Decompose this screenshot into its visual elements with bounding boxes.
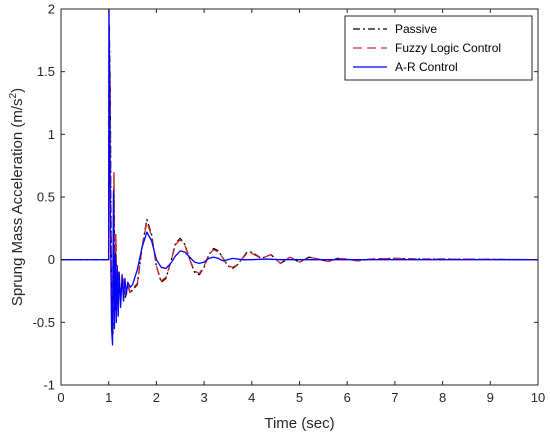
legend-label-2: Fuzzy Logic Control bbox=[395, 41, 501, 55]
y-axis-label-main: Sprung Mass Acceleration (m/s bbox=[9, 98, 26, 306]
x-tick-label: 8 bbox=[439, 390, 446, 405]
y-tick-label: -1 bbox=[43, 378, 55, 393]
y-axis-label: Sprung Mass Acceleration (m/s2) bbox=[8, 88, 26, 306]
y-tick-label: 2 bbox=[48, 2, 55, 17]
x-tick-label: 2 bbox=[153, 390, 160, 405]
y-axis-label-superscript: 2 bbox=[8, 92, 19, 98]
x-tick-label: 4 bbox=[248, 390, 255, 405]
tick-layer: 0 1 2 3 4 5 6 7 8 9 10 -1 -0.5 0 0.5 1 1.5 2 bbox=[33, 2, 546, 406]
x-tick-label: 10 bbox=[531, 390, 545, 405]
y-tick-label: -0.5 bbox=[33, 315, 55, 330]
y-tick-label: 1.5 bbox=[37, 64, 55, 79]
x-tick-label: 7 bbox=[391, 390, 398, 405]
legend-label-1: Passive bbox=[395, 22, 437, 36]
x-tick-label: 9 bbox=[487, 390, 494, 405]
legend-box bbox=[344, 15, 533, 81]
x-axis-label: Time (sec) bbox=[264, 415, 334, 432]
legend-label-3: A-R Control bbox=[395, 60, 458, 74]
series-line-2 bbox=[61, 30, 538, 334]
series-layer bbox=[61, 9, 538, 346]
legend: Passive Fuzzy Logic Control A-R Control bbox=[344, 15, 533, 81]
y-tick-label: 0 bbox=[48, 252, 55, 267]
x-tick-label: 3 bbox=[200, 390, 207, 405]
y-tick-label: 0.5 bbox=[37, 190, 55, 205]
series-line-3 bbox=[61, 9, 538, 346]
x-tick-label: 0 bbox=[57, 390, 64, 405]
y-axis-label-close: ) bbox=[9, 88, 26, 93]
x-tick-label: 1 bbox=[105, 390, 112, 405]
y-tick-label: 1 bbox=[48, 127, 55, 142]
x-tick-label: 5 bbox=[296, 390, 303, 405]
x-tick-label: 6 bbox=[344, 390, 351, 405]
